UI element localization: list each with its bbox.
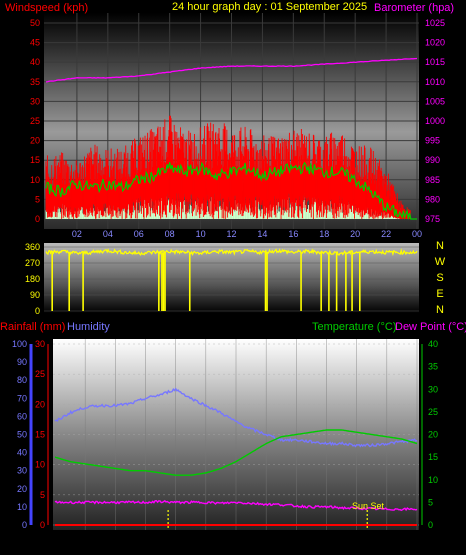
wind-x-tick: 00 xyxy=(412,229,422,239)
barometer-line xyxy=(45,57,418,83)
wind-x-tick: 06 xyxy=(134,229,144,239)
wind-x-tick: 12 xyxy=(226,229,236,239)
wind-x-tick: 20 xyxy=(350,229,360,239)
chart-title: 24 hour graph day : 01 September 2025 xyxy=(172,1,367,13)
baro-y-tick: 1005 xyxy=(425,96,445,106)
humidity-y-tick: 30 xyxy=(17,466,27,476)
rain-y-tick: 20 xyxy=(35,399,45,409)
rainfall-label: Rainfall (mm) xyxy=(0,321,65,333)
wind-avg-line xyxy=(45,161,417,220)
dir-y-tick: 360 xyxy=(25,242,40,252)
humidity-y-tick: 20 xyxy=(17,484,27,494)
humidity-line xyxy=(54,387,418,448)
dew-point-line xyxy=(54,499,418,512)
temp-y-tick: 15 xyxy=(428,452,438,462)
wind-y-tick: 30 xyxy=(30,96,40,106)
temp-y-tick: 35 xyxy=(428,362,438,372)
rain-y-tick: 5 xyxy=(40,490,45,500)
wind-y-tick: 45 xyxy=(30,38,40,48)
dir-y-tick: 90 xyxy=(30,290,40,300)
baro-y-tick: 985 xyxy=(425,175,440,185)
humidity-y-tick: 60 xyxy=(17,411,27,421)
baro-y-tick: 1000 xyxy=(425,116,445,126)
wind-x-tick: 16 xyxy=(288,229,298,239)
rain-y-tick: 30 xyxy=(35,339,45,349)
baro-y-tick: 980 xyxy=(425,194,440,204)
wind-y-tick: 5 xyxy=(35,194,40,204)
direction-panel-bg xyxy=(44,243,419,313)
temp-y-tick: 5 xyxy=(428,497,433,507)
humidity-y-tick: 10 xyxy=(17,502,27,512)
temp-y-tick: 25 xyxy=(428,407,438,417)
temp-x-tick: 12 xyxy=(231,538,241,548)
wind-y-tick: 20 xyxy=(30,136,40,146)
compass-label: S xyxy=(436,272,443,284)
rain-y-tick: 15 xyxy=(35,430,45,440)
humidity-y-tick: 0 xyxy=(22,520,27,530)
humidity-y-tick: 90 xyxy=(17,357,27,367)
dewpoint-label: Dew Point (°C) xyxy=(395,321,466,333)
wind-y-tick: 40 xyxy=(30,57,40,67)
temp-x-tick: 18 xyxy=(321,538,331,548)
dir-y-tick: 270 xyxy=(25,258,40,268)
baro-y-tick: 1025 xyxy=(425,18,445,28)
temp-x-tick: 02 xyxy=(80,538,90,548)
temperature-line xyxy=(54,429,418,476)
baro-y-tick: 1015 xyxy=(425,57,445,67)
compass-label: W xyxy=(435,256,446,268)
temp-x-tick: 10 xyxy=(201,538,211,548)
rain-y-tick: 25 xyxy=(35,369,45,379)
wind-y-tick: 0 xyxy=(35,214,40,224)
baro-y-tick: 1020 xyxy=(425,38,445,48)
sun-set-label: Sun Set xyxy=(352,501,385,511)
wind-x-tick: 10 xyxy=(196,229,206,239)
temp-x-tick: 14 xyxy=(261,538,271,548)
wind-x-tick: 08 xyxy=(165,229,175,239)
temp-y-tick: 10 xyxy=(428,475,438,485)
compass-label: N xyxy=(436,304,444,316)
temp-y-tick: 0 xyxy=(428,520,433,530)
baro-y-tick: 995 xyxy=(425,136,440,146)
wind-x-tick: 04 xyxy=(103,229,113,239)
humidity-y-tick: 70 xyxy=(17,393,27,403)
temp-x-tick: 16 xyxy=(291,538,301,548)
humidity-y-tick: 100 xyxy=(12,339,27,349)
wind-y-tick: 15 xyxy=(30,155,40,165)
compass-label: N xyxy=(436,240,444,252)
wind-y-tick: 25 xyxy=(30,116,40,126)
baro-y-tick: 990 xyxy=(425,155,440,165)
rain-y-tick: 10 xyxy=(35,460,45,470)
wind-x-tick: 18 xyxy=(319,229,329,239)
temperature-label: Temperature (°C) xyxy=(312,321,396,333)
barometer-label: Barometer (hpa) xyxy=(374,2,454,14)
temp-x-tick: 04 xyxy=(110,538,120,548)
temp-x-tick: 00 xyxy=(412,538,422,548)
compass-label: E xyxy=(436,288,443,300)
temp-x-tick: 08 xyxy=(171,538,181,548)
humidity-y-tick: 50 xyxy=(17,430,27,440)
wind-x-tick: 14 xyxy=(257,229,267,239)
humidity-y-tick: 40 xyxy=(17,448,27,458)
direction-line xyxy=(45,248,418,257)
dir-y-tick: 0 xyxy=(35,306,40,316)
temp-y-tick: 20 xyxy=(428,430,438,440)
wind-y-tick: 50 xyxy=(30,18,40,28)
temp-x-tick: 22 xyxy=(382,538,392,548)
wind-x-tick: 02 xyxy=(72,229,82,239)
temp-y-tick: 30 xyxy=(428,384,438,394)
rain-y-tick: 0 xyxy=(40,520,45,530)
baro-y-tick: 1010 xyxy=(425,77,445,87)
wind-y-tick: 10 xyxy=(30,175,40,185)
humidity-label: Humidity xyxy=(67,321,110,333)
wind-y-tick: 35 xyxy=(30,77,40,87)
temp-y-tick: 40 xyxy=(428,339,438,349)
windspeed-label: Windspeed (kph) xyxy=(5,2,88,14)
temp-x-tick: 20 xyxy=(352,538,362,548)
temp-x-tick: 06 xyxy=(140,538,150,548)
baro-y-tick: 975 xyxy=(425,214,440,224)
wind-x-tick: 22 xyxy=(381,229,391,239)
dir-y-tick: 180 xyxy=(25,274,40,284)
humidity-y-tick: 80 xyxy=(17,375,27,385)
